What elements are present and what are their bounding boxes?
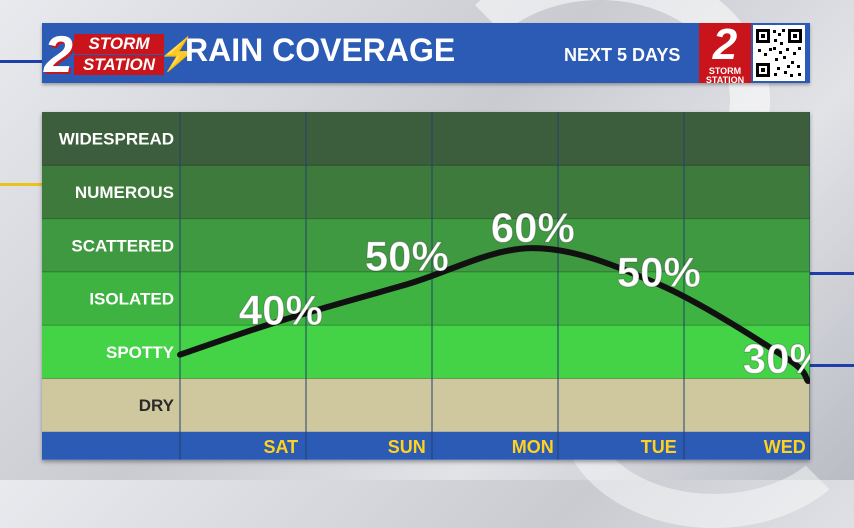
page-title: RAIN COVERAGE [185, 32, 455, 69]
x-axis-bar [42, 432, 810, 460]
data-label: 50% [617, 248, 701, 295]
chart-canvas: WIDESPREAD NUMEROUS SCATTERED ISOLATED SPOTT… [42, 112, 810, 460]
deco-line-left-blue [0, 60, 44, 63]
category-label: SPOTTY [106, 343, 175, 362]
header-bar: 2 STORM STATION ⚡ RAIN COVERAGE NEXT 5 D… [42, 23, 810, 83]
logo-storm-label: STORM [74, 34, 164, 54]
data-label: 60% [491, 204, 575, 251]
logo-number: 2 [44, 25, 73, 85]
x-tick-label: SUN [388, 437, 426, 457]
x-tick-label: SAT [263, 437, 298, 457]
category-label: NUMEROUS [75, 183, 174, 202]
storm-station-logo: 2 STORM STATION ⚡ [44, 31, 180, 77]
data-label: 30% [743, 335, 810, 382]
station-badge: 2 STORM STATION [699, 23, 751, 83]
forecast-range-label: NEXT 5 DAYS [564, 45, 680, 66]
data-label: 50% [365, 232, 449, 279]
data-label: 40% [239, 287, 323, 334]
category-label: ISOLATED [89, 290, 174, 309]
qr-code-icon [753, 25, 805, 81]
badge-station-label: STATION [699, 76, 751, 85]
x-tick-label: MON [512, 437, 554, 457]
category-label: SCATTERED [71, 236, 174, 255]
rain-coverage-chart: WIDESPREAD NUMEROUS SCATTERED ISOLATED SPOTT… [42, 112, 810, 460]
logo-station-label: STATION [74, 55, 164, 75]
deco-line-right-blue [808, 272, 854, 275]
deco-line-right-blue-lower [808, 364, 854, 367]
category-label: WIDESPREAD [59, 130, 174, 149]
badge-number: 2 [699, 23, 751, 67]
x-tick-label: WED [764, 437, 806, 457]
category-label: DRY [139, 396, 175, 415]
x-tick-label: TUE [641, 437, 677, 457]
